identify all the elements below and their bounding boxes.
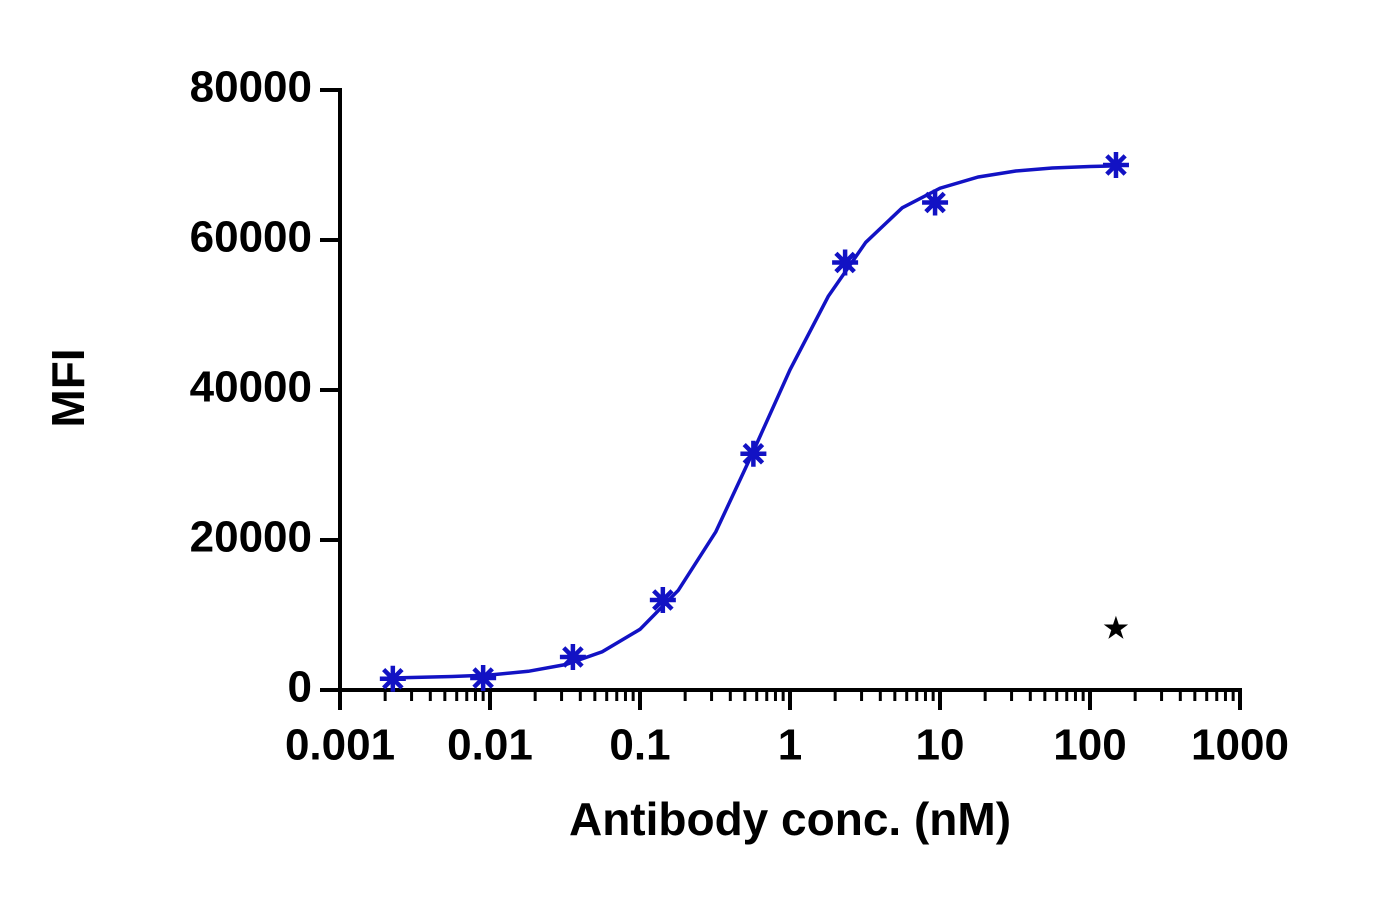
x-tick-label: 0.01 (447, 721, 533, 770)
x-tick-label: 0.1 (609, 721, 670, 770)
x-tick-label: 100 (1053, 721, 1126, 770)
annotation: ★ (1103, 612, 1128, 643)
x-tick-label: 1000 (1191, 721, 1289, 770)
y-tick-label: 20000 (190, 513, 312, 562)
data-point (649, 587, 676, 613)
x-tick-label: 1 (778, 721, 802, 770)
data-point (1102, 152, 1129, 178)
x-axis-title: Antibody conc. (nM) (569, 793, 1011, 845)
y-tick-label: 0 (288, 663, 312, 712)
data-point (922, 189, 949, 216)
data-point (740, 440, 767, 467)
data-point (470, 665, 497, 691)
fit-curve (391, 164, 1121, 680)
y-tick-label: 40000 (190, 363, 312, 412)
data-point (379, 665, 406, 692)
data-point (559, 644, 586, 670)
y-axis-title: MFI (42, 348, 94, 427)
y-tick-label: 60000 (190, 213, 312, 262)
y-tick-label: 80000 (190, 63, 312, 112)
x-tick-label: 0.001 (285, 721, 395, 770)
data-point (832, 249, 859, 276)
x-tick-label: 10 (916, 721, 965, 770)
